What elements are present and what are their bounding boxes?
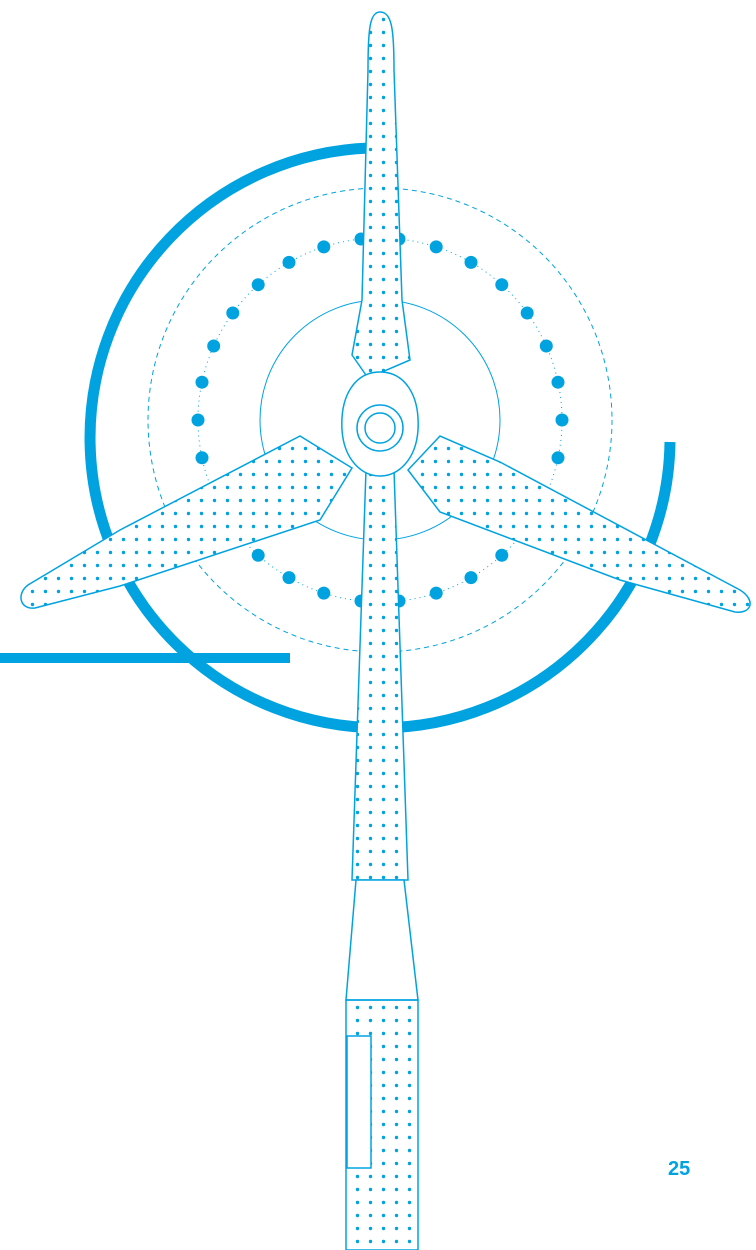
- ring-dot: [195, 375, 209, 389]
- ring-dot: [251, 548, 265, 562]
- ring-dot: [495, 278, 509, 292]
- ring-dot: [551, 375, 565, 389]
- turbine-blade-top: [351, 11, 411, 379]
- ring-dot: [464, 571, 478, 585]
- ring-dot: [551, 451, 565, 465]
- ring-dot: [226, 306, 240, 320]
- ring-dot: [195, 451, 209, 465]
- ring-dot: [555, 413, 569, 427]
- ring-dot: [520, 306, 534, 320]
- ring-dot: [429, 586, 443, 600]
- ring-dot: [282, 255, 296, 269]
- turbine-blade-right: [407, 435, 751, 613]
- turbine-tower: [345, 469, 419, 1250]
- ring-dot: [207, 339, 221, 353]
- ring-dot: [495, 548, 509, 562]
- tower-door: [346, 1035, 372, 1169]
- turbine-hub: [341, 371, 419, 477]
- ring-dot: [464, 255, 478, 269]
- ring-dot: [317, 240, 331, 254]
- ring-dot: [539, 339, 553, 353]
- ring-dot: [429, 240, 443, 254]
- ring-dot: [282, 571, 296, 585]
- page-number: 25: [668, 1158, 691, 1180]
- turbine-blade-left: [20, 435, 354, 609]
- ring-dot: [191, 413, 205, 427]
- outer-arc: [84, 142, 676, 734]
- ring-dot: [317, 586, 331, 600]
- ring-dot: [251, 278, 265, 292]
